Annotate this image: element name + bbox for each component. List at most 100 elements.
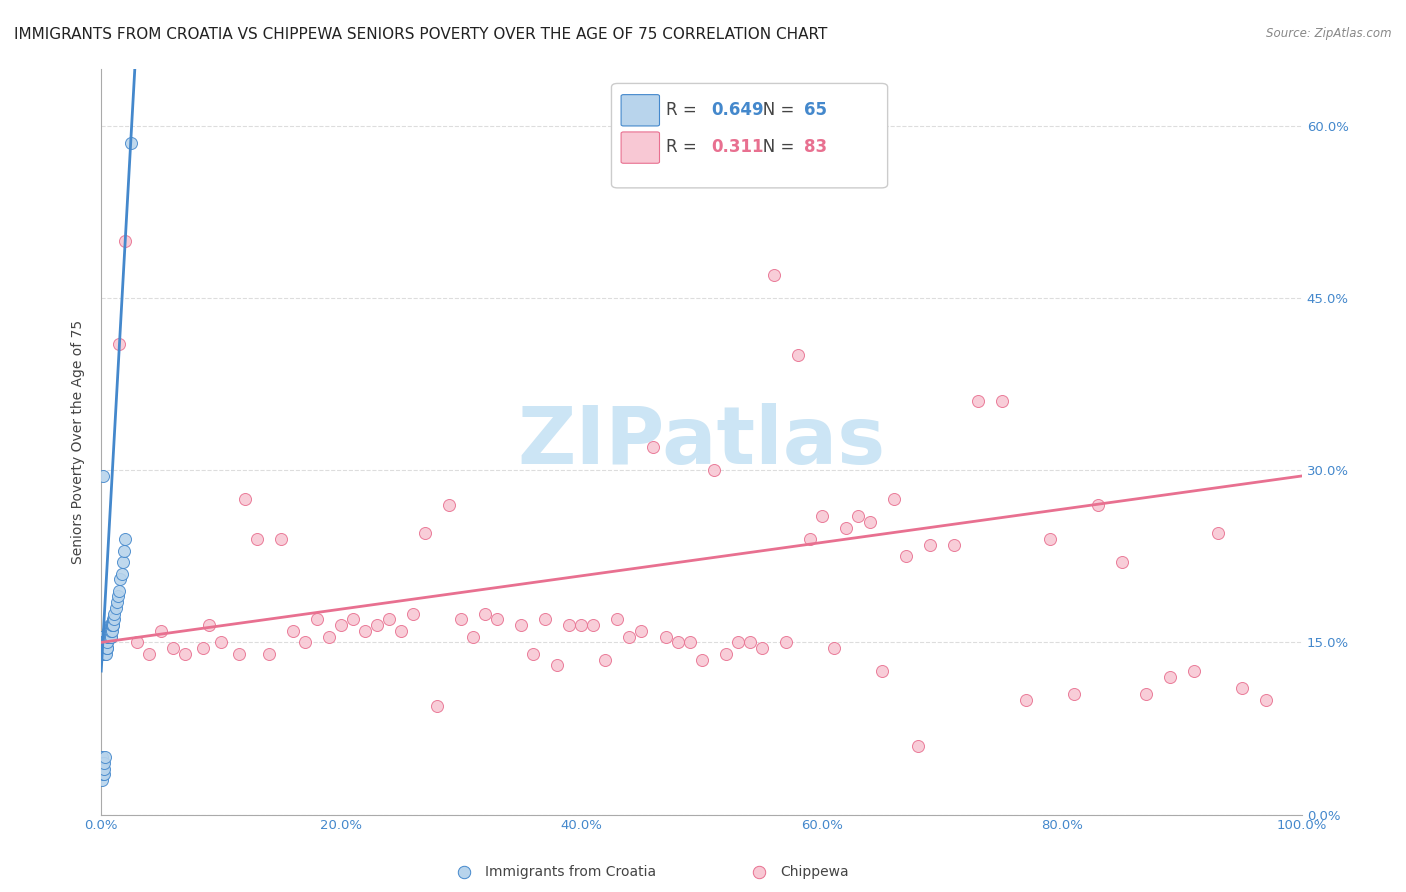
Point: [918, 538, 941, 552]
Point: [96, 641, 118, 656]
Point: [110, 572, 132, 586]
Point: [93, 647, 115, 661]
Point: [97, 807, 120, 822]
Text: IMMIGRANTS FROM CROATIA VS CHIPPEWA SENIORS POVERTY OVER THE AGE OF 75 CORRELATI: IMMIGRANTS FROM CROATIA VS CHIPPEWA SENI…: [14, 27, 828, 42]
Point: [883, 491, 905, 506]
Point: [94, 635, 117, 649]
Point: [112, 543, 135, 558]
Point: [571, 618, 593, 632]
Point: [91, 773, 114, 788]
Text: N =: N =: [747, 138, 800, 156]
Point: [108, 337, 131, 351]
Point: [100, 618, 122, 632]
Point: [823, 641, 845, 656]
Point: [727, 635, 749, 649]
Point: [415, 526, 437, 541]
Point: [127, 635, 149, 649]
Point: [270, 532, 292, 546]
Point: [91, 756, 114, 770]
Point: [666, 635, 689, 649]
Point: [1087, 498, 1109, 512]
Point: [111, 566, 134, 581]
Point: [97, 630, 120, 644]
Point: [678, 635, 700, 649]
Point: [193, 641, 215, 656]
Point: [91, 469, 114, 483]
Point: [94, 641, 117, 656]
Text: ZIPatlas: ZIPatlas: [517, 402, 886, 481]
Point: [101, 624, 124, 638]
Point: [90, 750, 112, 764]
Point: [294, 635, 316, 649]
Point: [942, 538, 965, 552]
Point: [1135, 687, 1157, 701]
Point: [486, 612, 509, 626]
Point: [775, 635, 797, 649]
Point: [93, 756, 115, 770]
Point: [378, 612, 401, 626]
Point: [93, 762, 115, 776]
Point: [100, 624, 122, 638]
Point: [174, 647, 197, 661]
Point: [894, 549, 917, 564]
Point: [94, 635, 117, 649]
Point: [120, 136, 142, 150]
Point: [101, 612, 124, 626]
Point: [103, 607, 125, 621]
FancyBboxPatch shape: [612, 84, 887, 188]
Text: Chippewa: Chippewa: [780, 865, 849, 880]
Point: [233, 491, 256, 506]
Point: [162, 641, 184, 656]
Point: [111, 555, 134, 569]
Point: [366, 618, 388, 632]
Point: [738, 635, 761, 649]
Point: [1063, 687, 1085, 701]
Point: [558, 618, 581, 632]
Point: [522, 647, 544, 661]
Point: [595, 652, 617, 666]
Point: [582, 618, 605, 632]
Point: [318, 630, 340, 644]
Text: Immigrants from Croatia: Immigrants from Croatia: [485, 865, 657, 880]
Point: [96, 647, 118, 661]
Point: [402, 607, 425, 621]
Point: [330, 618, 353, 632]
Point: [858, 515, 880, 529]
Point: [1159, 670, 1181, 684]
Point: [450, 612, 472, 626]
Point: [97, 624, 120, 638]
Point: [799, 532, 821, 546]
Point: [307, 612, 329, 626]
Point: [990, 394, 1012, 409]
Point: [98, 624, 121, 638]
Text: R =: R =: [665, 101, 702, 119]
Point: [91, 635, 114, 649]
Point: [91, 767, 114, 781]
Point: [389, 624, 412, 638]
Point: [93, 767, 115, 781]
Point: [150, 624, 173, 638]
Point: [91, 767, 114, 781]
Point: [104, 601, 127, 615]
Point: [354, 624, 377, 638]
Point: [91, 635, 114, 649]
Point: [91, 641, 114, 656]
Point: [93, 641, 115, 656]
Point: [510, 618, 533, 632]
Point: [1015, 692, 1038, 706]
Point: [98, 624, 121, 638]
Point: [100, 624, 122, 638]
Point: [654, 630, 676, 644]
Point: [103, 618, 125, 632]
Point: [546, 658, 568, 673]
Point: [966, 394, 988, 409]
Point: [283, 624, 305, 638]
Point: [97, 630, 120, 644]
Point: [846, 509, 869, 524]
Text: 0.649: 0.649: [711, 101, 763, 119]
Point: [93, 641, 115, 656]
Point: [138, 647, 160, 661]
Point: [426, 698, 449, 713]
Point: [630, 624, 652, 638]
Point: [690, 652, 713, 666]
